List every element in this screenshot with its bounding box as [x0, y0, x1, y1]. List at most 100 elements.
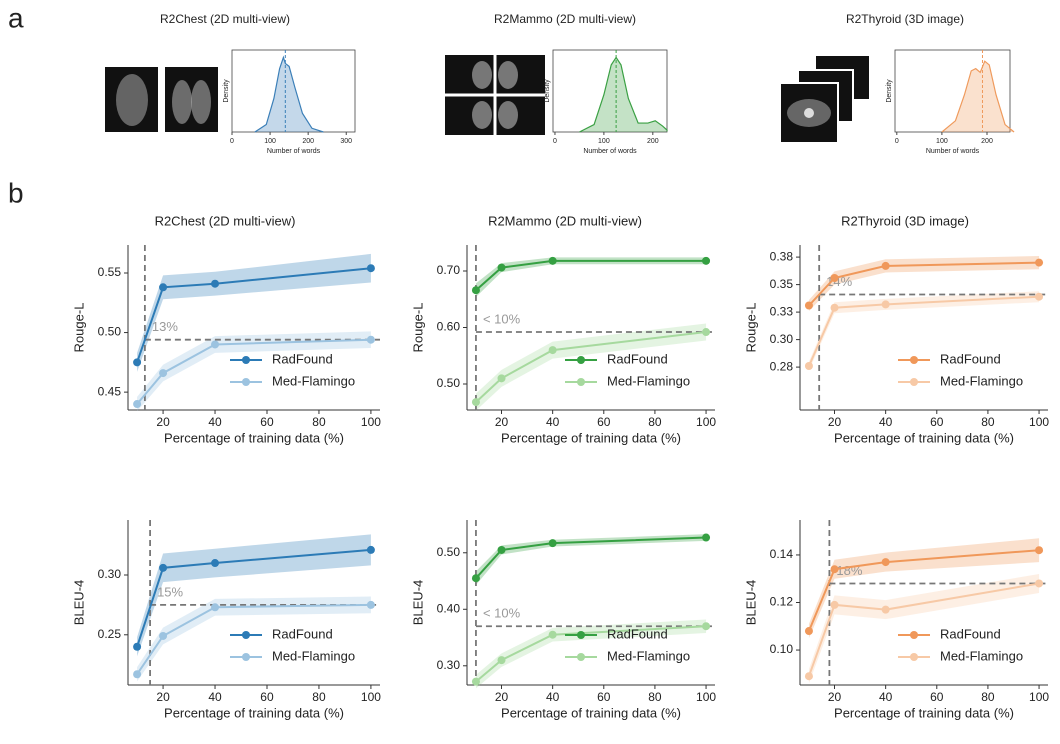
point [497, 374, 506, 383]
panel-label: b [8, 177, 24, 208]
series-line [475, 536, 707, 579]
series-line [808, 549, 1040, 632]
legend-marker [242, 356, 250, 364]
y-tick-label: 0.30 [770, 332, 794, 346]
point [211, 603, 220, 612]
x-tick-label: 40 [208, 415, 222, 429]
x-axis-label: Percentage of training data (%) [164, 430, 344, 445]
legend-marker [577, 378, 585, 386]
y-tick-label: 0.33 [770, 304, 794, 318]
mammo-images [445, 55, 545, 135]
x-tick-label: 200 [647, 138, 659, 145]
point [471, 286, 480, 295]
point [133, 358, 142, 367]
series-line [475, 331, 707, 403]
x-axis-label: Number of words [583, 148, 637, 155]
y-tick-label: 0.30 [437, 658, 461, 672]
legend-marker [242, 378, 250, 386]
x-tick-label: 0 [230, 138, 234, 145]
point [497, 263, 506, 272]
legend-label: RadFound [607, 351, 668, 366]
x-tick-label: 20 [495, 415, 509, 429]
density-line [579, 56, 668, 133]
chart-title: R2Mammo (2D multi-view) [488, 213, 642, 228]
annotation: 13% [152, 319, 178, 334]
x-tick-label: 200 [302, 138, 314, 145]
point [804, 362, 813, 370]
ci-band [475, 323, 707, 411]
annotation: < 10% [483, 311, 521, 326]
point [211, 340, 220, 349]
point [804, 301, 813, 310]
x-tick-label: 80 [312, 415, 326, 429]
point [702, 256, 711, 265]
x-tick-label: 80 [312, 690, 326, 704]
legend-marker [910, 631, 918, 639]
series-line [475, 259, 707, 291]
ci-band [808, 291, 1040, 371]
ci-band [137, 596, 371, 682]
legend-marker [577, 631, 585, 639]
x-tick-label: 60 [597, 690, 611, 704]
legend-label: Med-Flamingo [272, 373, 355, 388]
x-tick-label: 0 [553, 138, 557, 145]
x-tick-label: 80 [648, 415, 662, 429]
y-tick-label: 0.38 [770, 249, 794, 263]
plot-frame [894, 49, 1011, 133]
legend-marker [242, 631, 250, 639]
point [471, 574, 480, 583]
legend-label: RadFound [940, 626, 1001, 641]
y-tick-label: 0.50 [98, 325, 122, 339]
point [1035, 258, 1044, 267]
x-tick-label: 80 [648, 690, 662, 704]
x-tick-label: 60 [260, 415, 274, 429]
point [211, 559, 220, 568]
point [830, 274, 839, 282]
plot-frame [552, 49, 668, 133]
y-tick-label: 0.55 [98, 265, 122, 279]
series-line [475, 625, 707, 683]
x-tick-label: 20 [156, 415, 170, 429]
chart-title: R2Chest (2D multi-view) [160, 12, 290, 26]
legend-marker [910, 356, 918, 364]
point [804, 672, 813, 681]
y-axis-label: Density [544, 79, 551, 103]
point [881, 558, 890, 567]
series-line [136, 338, 371, 405]
y-tick-label: 0.12 [770, 595, 794, 609]
x-tick-label: 100 [1029, 415, 1049, 429]
y-tick-label: 0.70 [437, 263, 461, 277]
annotation: 15% [157, 584, 183, 599]
density-line [254, 55, 324, 133]
point [881, 605, 890, 614]
x-axis-label: Percentage of training data (%) [501, 705, 681, 720]
legend-label: Med-Flamingo [607, 373, 690, 388]
x-tick-label: 60 [930, 415, 944, 429]
y-axis-label: Density [886, 79, 893, 103]
x-tick-label: 40 [546, 690, 560, 704]
y-axis-label: BLEU-4 [410, 580, 425, 626]
annotation: < 10% [483, 606, 521, 621]
ci-band [137, 331, 371, 412]
density-line [941, 60, 1015, 133]
chest-images [105, 67, 218, 132]
point [830, 303, 839, 312]
y-tick-label: 0.35 [770, 277, 794, 291]
x-tick-label: 80 [981, 415, 995, 429]
legend-marker [577, 356, 585, 364]
y-axis-label: Rouge-L [71, 303, 86, 353]
chart-title: R2Mammo (2D multi-view) [494, 12, 636, 26]
y-tick-label: 0.50 [437, 376, 461, 390]
ci-band [808, 573, 1040, 684]
chart-title: R2Thyroid (3D image) [846, 12, 964, 26]
point [1035, 579, 1044, 588]
legend-label: RadFound [272, 351, 333, 366]
y-tick-label: 0.45 [98, 384, 122, 398]
x-tick-label: 60 [260, 690, 274, 704]
point [159, 369, 168, 378]
legend-label: RadFound [940, 351, 1001, 366]
point [159, 631, 168, 640]
x-tick-label: 20 [156, 690, 170, 704]
x-tick-label: 100 [1029, 690, 1049, 704]
y-tick-label: 0.50 [437, 545, 461, 559]
